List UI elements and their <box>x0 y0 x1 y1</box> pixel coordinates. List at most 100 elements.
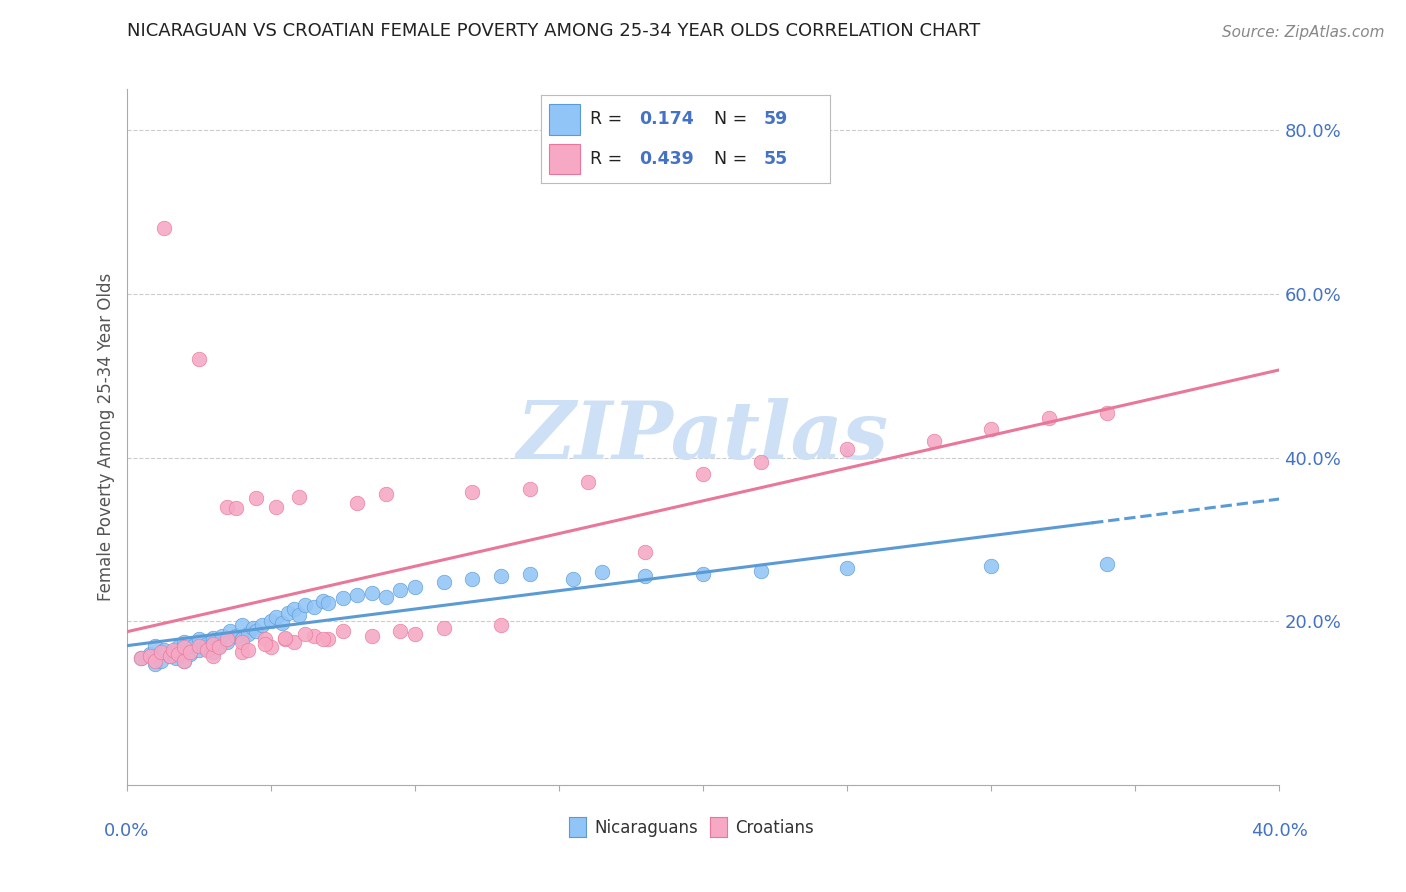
Point <box>277 606 299 620</box>
Point <box>266 610 288 624</box>
Point <box>219 624 242 638</box>
Point <box>153 643 176 657</box>
Point <box>129 651 152 665</box>
Point <box>187 632 209 647</box>
Point <box>302 599 325 614</box>
Point <box>159 648 181 663</box>
Point <box>922 434 945 449</box>
Point <box>692 467 714 481</box>
Point <box>145 639 166 653</box>
Point <box>245 624 267 638</box>
Point <box>165 651 187 665</box>
Point <box>288 607 311 622</box>
Text: Source: ZipAtlas.com: Source: ZipAtlas.com <box>1222 25 1385 40</box>
Point <box>173 654 195 668</box>
Point <box>208 639 231 653</box>
Point <box>749 564 772 578</box>
Point <box>181 639 204 653</box>
Point <box>835 561 858 575</box>
Point <box>187 643 209 657</box>
Point <box>162 643 184 657</box>
Point <box>332 624 354 638</box>
Point <box>225 629 247 643</box>
Point <box>404 626 426 640</box>
Point <box>519 566 541 581</box>
Point <box>179 647 201 661</box>
Point <box>346 588 368 602</box>
Point <box>692 566 714 581</box>
Point <box>835 442 858 457</box>
Point <box>173 634 195 648</box>
Point <box>294 626 316 640</box>
Point <box>980 422 1002 436</box>
Point <box>138 648 160 663</box>
Point <box>271 615 294 630</box>
Point <box>145 657 166 671</box>
Text: ZIPatlas: ZIPatlas <box>517 399 889 475</box>
Text: 0.439: 0.439 <box>640 150 695 168</box>
Point <box>217 632 239 647</box>
Point <box>245 491 267 506</box>
Text: NICARAGUAN VS CROATIAN FEMALE POVERTY AMONG 25-34 YEAR OLDS CORRELATION CHART: NICARAGUAN VS CROATIAN FEMALE POVERTY AM… <box>127 22 980 40</box>
Point <box>562 572 585 586</box>
Point <box>242 621 264 635</box>
Point <box>491 569 513 583</box>
FancyBboxPatch shape <box>548 144 581 174</box>
Point <box>217 634 239 648</box>
Point <box>231 645 253 659</box>
Text: 0.174: 0.174 <box>640 111 695 128</box>
Point <box>217 500 239 514</box>
Point <box>202 648 225 663</box>
Point <box>231 634 253 648</box>
Point <box>461 572 484 586</box>
Text: N =: N = <box>714 150 754 168</box>
FancyBboxPatch shape <box>548 104 581 135</box>
Point <box>231 632 253 647</box>
Text: N =: N = <box>714 111 754 128</box>
Point <box>195 643 218 657</box>
Point <box>236 626 259 640</box>
Point <box>129 651 152 665</box>
Point <box>318 632 340 647</box>
Point <box>311 632 333 647</box>
Point <box>302 629 325 643</box>
Point <box>266 500 288 514</box>
Point <box>283 634 305 648</box>
Point <box>294 598 316 612</box>
Point <box>374 590 398 604</box>
Point <box>145 654 166 668</box>
Text: R =: R = <box>591 150 628 168</box>
Point <box>202 644 225 658</box>
Point <box>576 475 599 489</box>
Point <box>159 648 181 663</box>
Point <box>253 632 276 647</box>
Point <box>1095 405 1118 419</box>
Point <box>980 558 1002 573</box>
Point <box>231 618 253 632</box>
Point <box>274 632 297 647</box>
Text: 0.0%: 0.0% <box>104 822 149 840</box>
Point <box>433 621 456 635</box>
Point <box>167 647 190 661</box>
Point <box>173 640 195 655</box>
Point <box>346 495 368 509</box>
Point <box>461 484 484 499</box>
Point <box>202 637 225 651</box>
Point <box>225 501 247 516</box>
Point <box>311 594 333 608</box>
Point <box>389 624 412 638</box>
Point <box>332 591 354 606</box>
Point <box>360 629 382 643</box>
Point <box>236 643 259 657</box>
Point <box>150 645 173 659</box>
Text: Croatians: Croatians <box>735 819 814 837</box>
Point <box>433 574 456 589</box>
Point <box>162 645 184 659</box>
Point <box>187 639 209 653</box>
Text: R =: R = <box>591 111 628 128</box>
Point <box>1038 411 1060 425</box>
Point <box>634 569 657 583</box>
Point <box>1095 557 1118 571</box>
Point <box>138 647 160 661</box>
Text: 40.0%: 40.0% <box>1251 822 1308 840</box>
